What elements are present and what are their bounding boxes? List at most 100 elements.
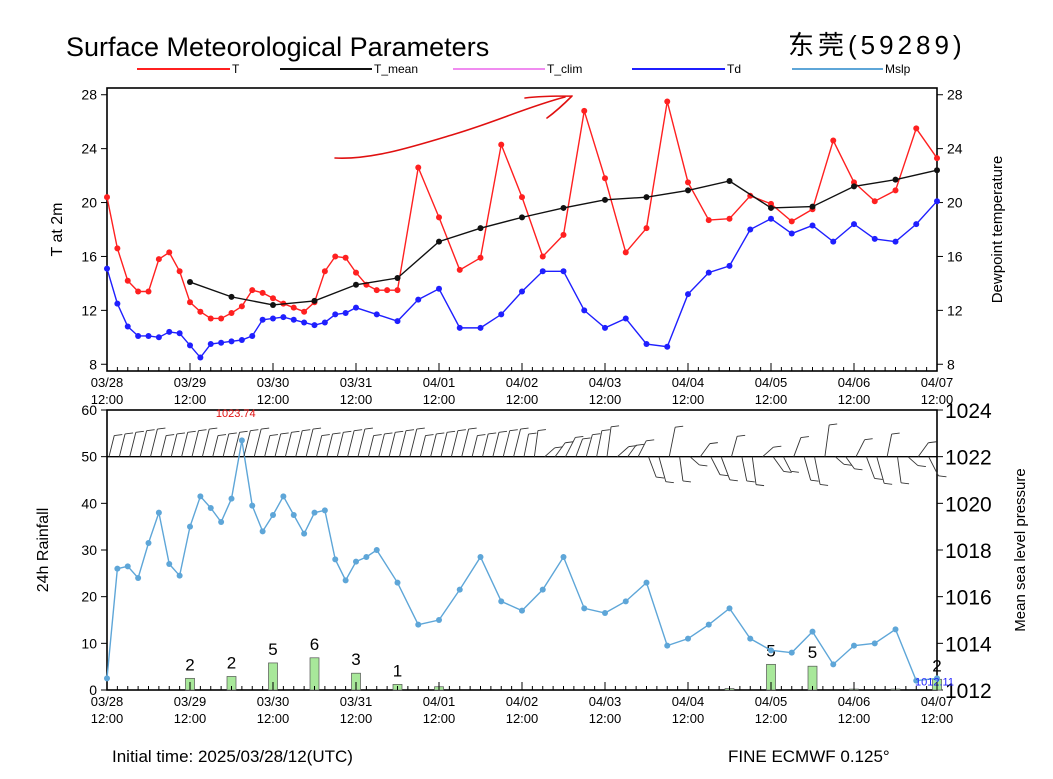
series-mslp-point — [155, 509, 162, 516]
series-t-point — [664, 98, 671, 105]
series-mslp-point — [280, 493, 287, 500]
pressure-tick-label: 1022 — [945, 447, 992, 470]
series-mslp-point — [124, 563, 131, 570]
series-td-point — [581, 307, 588, 314]
wind-barb-flag — [509, 429, 518, 432]
series-mslp-point — [851, 642, 857, 649]
series-mslp-point — [498, 598, 505, 605]
wind-barb-flag — [157, 427, 166, 430]
upper-left-tick-label: 20 — [81, 195, 97, 211]
wind-barb — [762, 446, 774, 458]
wind-barb-flag — [321, 434, 330, 436]
wind-barb — [700, 443, 711, 457]
wind-barb-flag — [166, 434, 175, 436]
series-t-point — [477, 254, 484, 261]
wind-barb-flag — [575, 436, 584, 438]
wind-barb-flag — [488, 432, 497, 435]
upper-x-tick-date: 04/07 — [921, 375, 954, 390]
wind-barb — [461, 428, 470, 457]
series-td-point — [321, 319, 328, 326]
upper-left-tick-label: 8 — [89, 356, 97, 372]
wind-barb — [803, 456, 812, 481]
series-td-point — [602, 324, 608, 331]
station-label: 东莞(59289) — [788, 30, 966, 60]
lower-x-tick-time: 12:00 — [755, 711, 788, 726]
legend-label-t-mean: T_mean — [374, 62, 418, 76]
series-t-mean-point — [934, 167, 940, 174]
wind-barb-flag — [498, 430, 508, 433]
upper-x-tick-date: 04/01 — [423, 375, 456, 390]
wind-barb-flag — [364, 427, 373, 430]
wind-barb-flag — [343, 430, 352, 433]
wind-barb — [118, 433, 126, 457]
model-label: FINE ECMWF 0.125° — [728, 747, 890, 766]
series-td-point — [228, 338, 235, 345]
upper-right-tick-label: 28 — [947, 87, 963, 103]
series-t-point — [124, 277, 131, 284]
series-t-mean-point — [892, 176, 899, 183]
wind-barb-flag — [250, 429, 259, 432]
series-t-point — [830, 137, 837, 144]
wind-barb-flag — [554, 446, 563, 449]
series-t-mean-point — [602, 196, 608, 203]
wind-barb-flag — [468, 427, 477, 430]
series-td-point — [477, 324, 484, 331]
lower-x-tick-time: 12:00 — [589, 711, 622, 726]
series-mslp-point — [373, 547, 380, 553]
series-td-point — [664, 343, 671, 350]
wind-barb-flag — [783, 471, 792, 473]
wind-barb-flag — [665, 481, 674, 484]
series-mslp-point — [249, 502, 256, 509]
wind-barb-flag — [746, 480, 755, 483]
wind-barb — [450, 430, 459, 457]
upper-x-tick-time: 12:00 — [91, 392, 124, 407]
lower-x-tick-date: 03/28 — [91, 694, 124, 709]
rain-tick-label: 0 — [89, 682, 97, 698]
mslp-annotation: 1012.11 — [915, 676, 954, 688]
series-t-point — [871, 198, 878, 205]
wind-barb-flag — [891, 432, 900, 435]
series-mslp-point — [519, 607, 525, 614]
series-t-point — [218, 315, 225, 322]
series-mslp-point — [228, 495, 235, 502]
wind-barb — [471, 435, 478, 457]
wind-barb-flag — [829, 423, 838, 426]
wind-barb-flag — [312, 427, 322, 430]
legend-label-td: Td — [727, 62, 741, 76]
wind-barb-flag — [405, 429, 415, 432]
legend-label-t: T — [232, 62, 240, 76]
series-mslp-point — [456, 586, 463, 593]
series-mslp-point — [270, 512, 276, 518]
series-mslp-point — [934, 675, 940, 682]
series-t-point — [197, 308, 204, 315]
series-t-point — [602, 175, 608, 182]
series-t-point — [114, 245, 121, 252]
series-t-mean-point — [353, 281, 359, 288]
wind-barb-flag — [239, 430, 248, 433]
wind-barb — [347, 430, 355, 457]
legend-label-t-clim: T_clim — [547, 62, 582, 76]
series-mslp-point — [622, 598, 629, 605]
wind-barb — [181, 432, 189, 457]
wind-barb — [731, 436, 738, 457]
pressure-tick-label: 1016 — [945, 587, 992, 610]
series-td-point — [270, 315, 276, 322]
chart-title: Surface Meteorological Parameters — [66, 32, 489, 62]
series-t-point — [187, 299, 193, 306]
series-td-point — [342, 310, 349, 317]
wind-barb — [679, 456, 684, 481]
wind-barb — [824, 424, 830, 457]
freehand-annotation-arrow — [334, 95, 573, 159]
wind-barb-flag — [864, 438, 873, 441]
upper-x-tick-date: 03/31 — [340, 375, 373, 390]
wind-barb-flag — [719, 474, 729, 477]
wind-barb-flag — [436, 432, 445, 435]
series-t-point — [238, 303, 245, 310]
series-t-mean-point — [685, 187, 691, 194]
wind-barb — [814, 456, 821, 485]
wind-barb-flag — [737, 434, 746, 437]
wind-barb — [865, 456, 875, 479]
wind-barb — [222, 433, 230, 457]
series-t-mean-point — [519, 214, 525, 221]
series-t-point — [456, 266, 463, 273]
